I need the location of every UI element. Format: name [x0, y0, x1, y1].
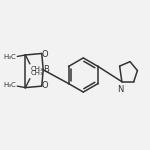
Text: N: N	[117, 85, 124, 94]
Text: H₃C: H₃C	[4, 82, 16, 88]
Text: H₃C: H₃C	[4, 54, 16, 60]
Text: O: O	[41, 50, 48, 59]
Text: O: O	[41, 81, 48, 90]
Text: CH₃: CH₃	[31, 66, 43, 72]
Text: CH₃: CH₃	[31, 70, 43, 76]
Text: B: B	[44, 64, 50, 74]
